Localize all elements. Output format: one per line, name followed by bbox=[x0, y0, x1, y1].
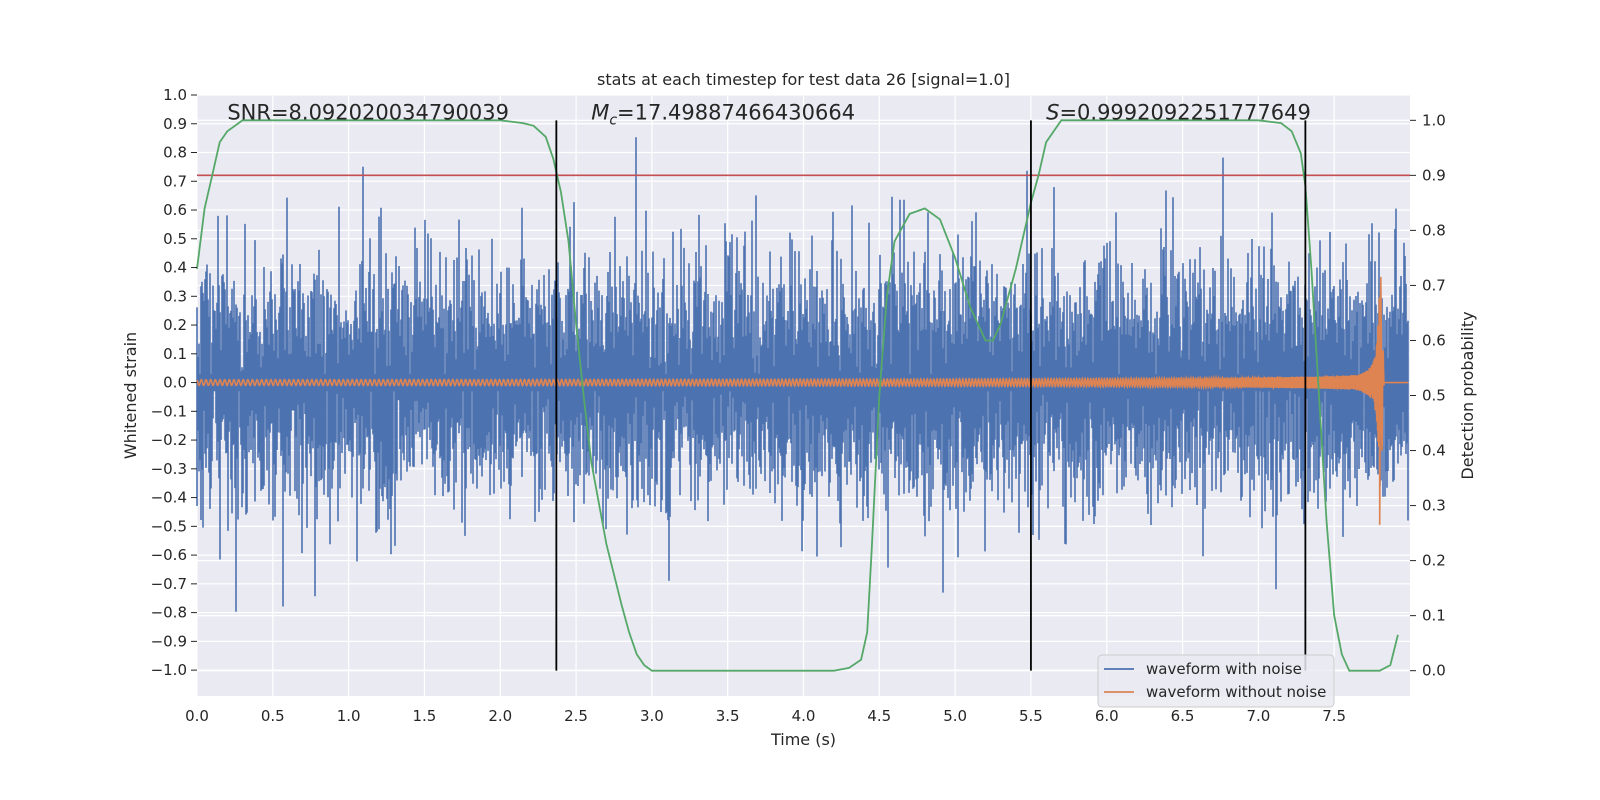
y-tick-label: 0.6 bbox=[163, 201, 187, 219]
x-tick-label: 4.5 bbox=[867, 707, 891, 725]
snr-annotation: SNR=8.092020034790039 bbox=[227, 100, 509, 124]
mc-annotation: Mc=17.49887466430664 bbox=[591, 100, 855, 128]
clean-trace bbox=[196, 276, 1409, 525]
x-axis-label: Time (s) bbox=[770, 730, 836, 749]
y-tick-label: −0.8 bbox=[151, 604, 187, 622]
y-tick-label: 0.5 bbox=[163, 230, 187, 248]
y-axis-label: Whitened strain bbox=[121, 332, 140, 459]
mc-annotation-value: =17.49887466430664 bbox=[617, 100, 855, 124]
y-tick-label: −0.2 bbox=[151, 431, 187, 449]
y-tick-label: 0.2 bbox=[163, 316, 187, 334]
x-tick-label: 0.0 bbox=[185, 707, 209, 725]
series-detection-probability bbox=[196, 119, 1399, 672]
x-tick-label: 2.0 bbox=[488, 707, 512, 725]
chart-title: stats at each timestep for test data 26 … bbox=[597, 70, 1010, 89]
y2-axis-ticks: 1.0 0.9 0.8 0.7 0.6 0.5 0.4 0.3 0.2 0.1 0.0 bbox=[1410, 111, 1446, 680]
y-tick-label: −0.4 bbox=[151, 489, 187, 507]
y-tick-label: −0.5 bbox=[151, 517, 187, 535]
y2-tick-label: 0.1 bbox=[1422, 607, 1446, 625]
y-tick-label: −0.6 bbox=[151, 546, 187, 564]
s-annotation-symbol: S bbox=[1046, 100, 1059, 124]
x-tick-label: 7.5 bbox=[1322, 707, 1346, 725]
x-tick-label: 5.0 bbox=[943, 707, 967, 725]
y2-tick-label: 1.0 bbox=[1422, 111, 1446, 129]
x-tick-label: 6.0 bbox=[1095, 707, 1119, 725]
y-tick-label: −1.0 bbox=[151, 661, 187, 679]
mc-annotation-subscript: c bbox=[609, 112, 617, 128]
y-tick-label: 0.7 bbox=[163, 172, 187, 190]
x-tick-label: 5.5 bbox=[1019, 707, 1043, 725]
s-annotation-value: =0.9992092251777649 bbox=[1059, 100, 1310, 124]
x-tick-label: 0.5 bbox=[261, 707, 285, 725]
y-tick-label: 0.8 bbox=[163, 144, 187, 162]
x-tick-label: 6.5 bbox=[1171, 707, 1195, 725]
x-tick-label: 3.5 bbox=[716, 707, 740, 725]
y-tick-label: −0.9 bbox=[151, 632, 187, 650]
y2-tick-label: 0.5 bbox=[1422, 387, 1446, 405]
legend-label-waveform-with-noise: waveform with noise bbox=[1146, 660, 1302, 678]
legend-label-waveform-without-noise: waveform without noise bbox=[1146, 683, 1326, 701]
y2-tick-label: 0.3 bbox=[1422, 497, 1446, 515]
y-tick-label: −0.7 bbox=[151, 575, 187, 593]
probability-trace bbox=[196, 119, 1399, 672]
y2-tick-label: 0.9 bbox=[1422, 166, 1446, 184]
y2-tick-label: 0.7 bbox=[1422, 276, 1446, 294]
vertical-markers bbox=[555, 120, 1307, 671]
series-waveform-without-noise bbox=[196, 276, 1409, 525]
y2-tick-label: 0.2 bbox=[1422, 552, 1446, 570]
y-tick-label: 0.0 bbox=[163, 374, 187, 392]
y-tick-label: −0.3 bbox=[151, 460, 187, 478]
x-tick-label: 1.0 bbox=[337, 707, 361, 725]
x-tick-label: 1.5 bbox=[413, 707, 437, 725]
y-tick-label: 0.4 bbox=[163, 259, 187, 277]
x-tick-label: 7.0 bbox=[1246, 707, 1270, 725]
y2-tick-label: 0.6 bbox=[1422, 331, 1446, 349]
y2-tick-label: 0.8 bbox=[1422, 221, 1446, 239]
x-axis-ticks: 0.0 0.5 1.0 1.5 2.0 2.5 3.0 3.5 4.0 4.5 5.0 5.5 6.0 6… bbox=[185, 707, 1346, 725]
mc-annotation-symbol: M bbox=[591, 100, 609, 124]
x-tick-label: 2.5 bbox=[564, 707, 588, 725]
y2-axis-label: Detection probability bbox=[1458, 311, 1477, 479]
x-tick-label: 3.0 bbox=[640, 707, 664, 725]
s-annotation: S=0.9992092251777649 bbox=[1046, 100, 1311, 124]
y-tick-label: −0.1 bbox=[151, 402, 187, 420]
x-tick-label: 4.0 bbox=[792, 707, 816, 725]
y-axis-ticks: 1.0 0.9 0.8 0.7 0.6 0.5 0.4 0.3 0.2 0.1 0.0 −0.1 −0.… bbox=[151, 86, 197, 679]
legend: waveform with noise waveform without noi… bbox=[1097, 654, 1335, 708]
y2-tick-label: 0.0 bbox=[1422, 662, 1446, 680]
y2-tick-label: 0.4 bbox=[1422, 442, 1446, 460]
legend-box bbox=[1097, 654, 1335, 708]
y-tick-label: 1.0 bbox=[163, 86, 187, 104]
y-tick-label: 0.9 bbox=[163, 115, 187, 133]
y-tick-label: 0.3 bbox=[163, 287, 187, 305]
y-tick-label: 0.1 bbox=[163, 345, 187, 363]
